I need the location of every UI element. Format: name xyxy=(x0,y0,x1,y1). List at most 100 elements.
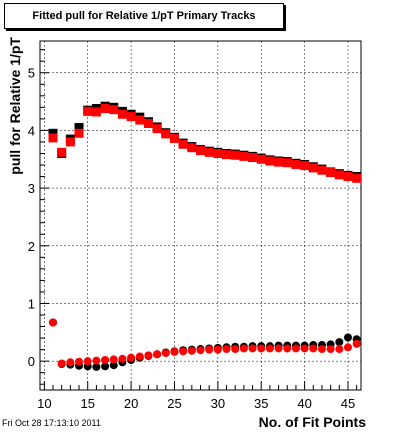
data-point-circle xyxy=(101,356,110,365)
data-point-circle xyxy=(92,356,101,365)
x-tick-label: 45 xyxy=(341,396,355,411)
axis-ticks xyxy=(40,49,358,390)
data-point-circle xyxy=(135,352,144,361)
data-point-circle xyxy=(257,344,266,353)
data-point-square xyxy=(291,159,301,169)
data-point-square xyxy=(213,148,223,158)
data-points xyxy=(48,101,362,371)
x-tick-label: 40 xyxy=(297,396,311,411)
data-point-square xyxy=(48,128,58,138)
data-point-square xyxy=(109,105,119,115)
x-tick-label: 20 xyxy=(124,396,138,411)
data-point-circle xyxy=(170,347,179,356)
x-axis-label: No. of Fit Points xyxy=(259,414,367,430)
data-point-square xyxy=(48,133,58,143)
data-point-circle xyxy=(222,345,231,354)
data-point-circle xyxy=(274,344,283,353)
y-tick-label: 4 xyxy=(28,123,35,138)
data-point-circle xyxy=(248,344,257,353)
data-point-square xyxy=(187,143,197,153)
data-point-square xyxy=(74,128,84,138)
data-point-circle xyxy=(179,347,188,356)
y-axis-label: pull for Relative 1/pT xyxy=(7,37,23,175)
data-point-circle xyxy=(239,344,248,353)
data-point-square xyxy=(74,123,84,133)
data-point-circle xyxy=(109,361,118,370)
data-point-circle xyxy=(144,351,153,360)
data-point-square xyxy=(83,106,93,116)
data-point-square xyxy=(300,161,310,171)
data-point-square xyxy=(135,115,145,125)
data-point-circle xyxy=(109,355,118,364)
data-point-square xyxy=(308,163,318,173)
data-point-square xyxy=(326,168,336,178)
data-point-circle xyxy=(187,346,196,355)
data-point-square xyxy=(265,156,275,166)
data-point-circle xyxy=(57,359,66,368)
data-point-circle xyxy=(352,339,361,348)
data-point-circle xyxy=(300,344,309,353)
data-point-square xyxy=(317,165,327,175)
data-point-circle xyxy=(335,338,344,347)
data-point-circle xyxy=(343,343,352,352)
data-point-circle xyxy=(101,362,110,371)
data-point-square xyxy=(196,146,205,156)
data-point-circle xyxy=(127,353,136,362)
data-point-square xyxy=(178,139,188,149)
y-tick-label: 5 xyxy=(28,66,35,81)
timestamp: Fri Oct 28 17:13:10 2011 xyxy=(2,418,101,428)
plot-frame xyxy=(39,40,362,391)
x-tick-label: 15 xyxy=(80,396,94,411)
data-point-circle xyxy=(335,345,344,354)
data-point-square xyxy=(282,158,292,168)
data-point-square xyxy=(256,154,266,164)
data-point-square xyxy=(204,147,214,157)
data-point-square xyxy=(334,170,344,180)
data-point-circle xyxy=(49,318,58,327)
data-point-circle xyxy=(153,350,162,359)
data-point-square xyxy=(222,150,232,160)
data-point-circle xyxy=(213,345,222,354)
data-point-square xyxy=(161,129,171,139)
data-point-square xyxy=(91,107,101,117)
data-point-circle xyxy=(231,345,240,354)
data-point-circle xyxy=(118,354,127,363)
data-point-circle xyxy=(83,357,92,366)
y-tick-label: 1 xyxy=(28,296,35,311)
data-point-square xyxy=(57,147,67,157)
x-tick-label: 35 xyxy=(254,396,268,411)
data-point-circle xyxy=(265,344,274,353)
grid xyxy=(40,41,361,390)
data-point-circle xyxy=(326,345,335,354)
data-point-square xyxy=(169,133,179,143)
data-point-circle xyxy=(309,344,318,353)
data-point-circle xyxy=(161,349,170,358)
x-tick-label: 10 xyxy=(37,396,51,411)
data-point-circle xyxy=(317,345,326,354)
y-tick-label: 2 xyxy=(28,239,35,254)
data-point-square xyxy=(352,173,362,183)
y-tick-label: 0 xyxy=(28,354,35,369)
data-point-square xyxy=(100,103,110,113)
data-point-circle xyxy=(283,344,292,353)
data-point-square xyxy=(248,153,258,163)
data-point-square xyxy=(343,172,353,182)
data-point-square xyxy=(274,157,284,167)
chart-title: Fitted pull for Relative 1/pT Primary Tr… xyxy=(4,3,284,29)
y-tick-label: 3 xyxy=(28,181,35,196)
data-point-circle xyxy=(66,358,75,367)
data-point-square xyxy=(239,151,249,161)
data-point-square xyxy=(126,112,136,122)
data-point-square xyxy=(65,137,75,147)
data-point-square xyxy=(152,124,162,134)
data-point-square xyxy=(143,118,153,128)
data-point-circle xyxy=(343,333,352,342)
data-point-circle xyxy=(291,344,300,353)
x-tick-label: 30 xyxy=(211,396,225,411)
data-point-circle xyxy=(205,345,214,354)
data-point-circle xyxy=(92,362,101,371)
data-point-circle xyxy=(196,346,205,355)
data-point-square xyxy=(117,109,127,119)
